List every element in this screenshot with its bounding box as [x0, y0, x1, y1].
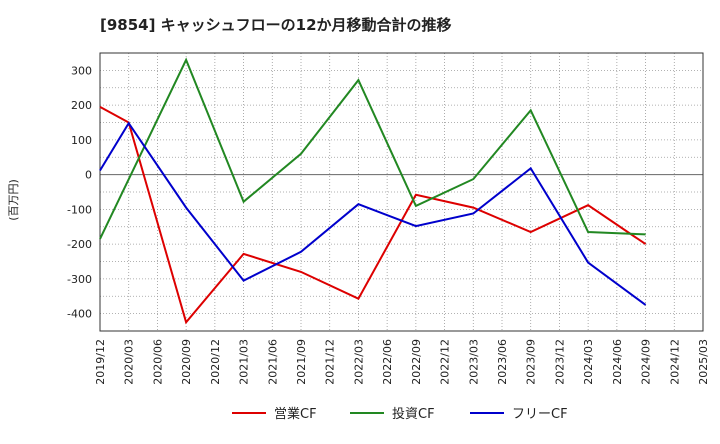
x-tick-label: 2020/09	[180, 339, 193, 385]
x-tick-label: 2021/03	[238, 339, 251, 385]
x-axis-ticks: 2019/12 2020/03 2020/06 2020/09 2020/12 2021/…	[94, 339, 710, 385]
x-tick-label: 2023/03	[467, 339, 480, 385]
x-tick-label: 2024/06	[611, 339, 624, 385]
series-line-2	[100, 60, 646, 239]
series-line-3	[100, 123, 646, 305]
legend-label-1: 営業CF	[274, 406, 317, 422]
y-tick-label: -200	[67, 238, 92, 251]
x-tick-label: 2024/03	[582, 339, 595, 385]
y-tick-label: 200	[71, 99, 92, 112]
x-tick-label: 2021/12	[324, 339, 337, 385]
y-tick-label: 0	[85, 169, 92, 182]
series-line-1	[100, 107, 646, 322]
y-tick-label: -400	[67, 308, 92, 321]
grid-layer	[100, 53, 703, 331]
chart-title: [9854] キャッシュフローの12か月移動合計の推移	[100, 16, 452, 34]
legend: 営業CF 投資CF フリーCF	[232, 406, 568, 422]
y-axis-ticks: 300 200 100 0 -100 -200 -300 -400	[67, 64, 92, 320]
x-tick-label: 2023/06	[496, 339, 509, 385]
y-tick-label: 300	[71, 64, 92, 77]
y-tick-label: -300	[67, 273, 92, 286]
x-tick-label: 2024/09	[640, 339, 653, 385]
y-tick-label: 100	[71, 134, 92, 147]
x-tick-label: 2025/03	[697, 339, 710, 385]
x-tick-label: 2020/06	[151, 339, 164, 385]
x-tick-label: 2020/12	[209, 339, 222, 385]
x-tick-label: 2024/12	[668, 339, 681, 385]
x-tick-label: 2023/12	[553, 339, 566, 385]
x-tick-label: 2021/06	[266, 339, 279, 385]
x-tick-label: 2022/06	[381, 339, 394, 385]
y-axis-label: (百万円)	[7, 179, 20, 221]
legend-label-2: 投資CF	[392, 406, 435, 422]
x-tick-label: 2022/12	[439, 339, 452, 385]
x-tick-label: 2022/09	[410, 339, 423, 385]
x-tick-label: 2020/03	[123, 339, 136, 385]
x-tick-label: 2023/09	[525, 339, 538, 385]
series-layer	[100, 60, 646, 323]
x-tick-label: 2021/09	[295, 339, 308, 385]
y-tick-label: -100	[67, 203, 92, 216]
x-tick-label: 2019/12	[94, 339, 107, 385]
x-tick-label: 2022/03	[352, 339, 365, 385]
legend-label-3: フリーCF	[512, 407, 568, 422]
